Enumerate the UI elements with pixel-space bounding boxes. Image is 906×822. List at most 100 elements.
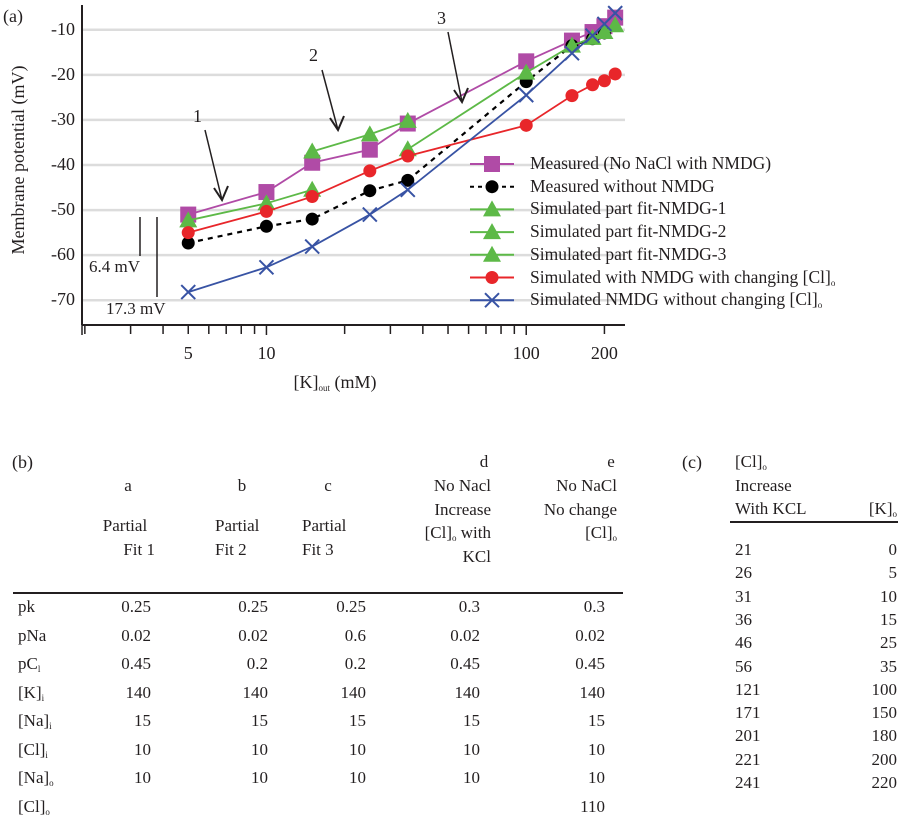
table-cell: 0.2 <box>344 654 366 673</box>
table-cell: 180 <box>871 726 898 746</box>
table-cell: 100 <box>871 679 898 699</box>
data-point <box>180 284 196 300</box>
table-cell: 21 <box>735 540 752 559</box>
legend-marker <box>484 292 500 308</box>
data-point <box>257 194 276 211</box>
data-point <box>608 67 622 81</box>
table-cell: 140 <box>125 682 152 702</box>
scale-bar-label: 6.4 mV <box>89 257 140 276</box>
table-cell: 10 <box>134 739 151 759</box>
table-cell: 171 <box>735 703 761 723</box>
data-point <box>398 111 417 128</box>
scale-bar-label: 17.3 mV <box>106 299 166 318</box>
column-header: No change <box>543 499 617 519</box>
panel-label-b: (b) <box>12 452 33 472</box>
data-point <box>518 53 535 70</box>
column-header: With KCL <box>735 499 807 518</box>
data-point <box>303 142 322 159</box>
table-cell: 5 <box>888 563 898 583</box>
row-label: pCl <box>18 654 41 674</box>
series-4 <box>303 111 417 159</box>
column-header: Fit 1 <box>123 539 155 559</box>
row-label: [Na]o <box>18 768 54 788</box>
legend-marker <box>483 200 501 217</box>
data-point <box>305 212 319 226</box>
table-cell: 31 <box>735 586 752 606</box>
legend-entry: Measured (No NaCl with NMDG) <box>530 153 771 173</box>
legend-label: Measured without NMDG <box>530 175 715 196</box>
x-tick-label: 200 <box>590 343 618 363</box>
data-point <box>565 89 579 103</box>
table-cell: 0.02 <box>238 625 268 645</box>
table-cell: 15 <box>588 711 605 730</box>
table-cell: 110 <box>580 796 605 816</box>
row-label: [K]i <box>18 682 45 703</box>
data-point <box>363 184 377 198</box>
table-b-rule <box>13 592 623 594</box>
table-cell: 10 <box>349 768 366 787</box>
column-letter: a <box>124 476 132 495</box>
data-point <box>401 173 415 187</box>
table-cell: 15 <box>463 711 480 730</box>
legend-entry: Simulated with NMDG with changing [Cl]o <box>530 267 835 293</box>
x-tick-label: 100 <box>512 343 540 363</box>
table-cell: 35 <box>880 656 897 676</box>
column-header: KCl <box>462 546 491 566</box>
legend-marker <box>484 156 500 172</box>
data-point <box>258 259 275 276</box>
table-cell: 0.25 <box>336 597 366 616</box>
legend-entry: Simulated part fit-NMDG-3 <box>530 244 726 264</box>
column-header: Fit 3 <box>302 539 334 559</box>
row-label: pNa <box>18 625 47 645</box>
arrow-head <box>329 115 345 133</box>
arrow-head <box>213 185 229 203</box>
table-cell: 0.45 <box>450 654 480 673</box>
data-point <box>400 182 416 198</box>
row-label: [Cl]i <box>18 739 48 760</box>
data-point <box>258 184 275 201</box>
membrane-potential-chart <box>81 5 625 335</box>
data-point <box>181 236 195 250</box>
table-cell: 15 <box>251 711 268 730</box>
arrow-line <box>447 31 463 103</box>
legend-entry: Simulated NMDG without changing [Cl]o <box>530 289 822 315</box>
table-cell: 10 <box>880 586 897 606</box>
data-point <box>360 125 379 142</box>
panel-label-c: (c) <box>682 452 702 472</box>
arrow-label-2: 2 <box>309 45 318 65</box>
column-header: [Cl]o <box>735 452 767 472</box>
data-point <box>584 27 601 44</box>
data-point <box>564 45 580 61</box>
table-cell: 0 <box>888 540 898 559</box>
data-point <box>362 206 378 223</box>
legend-marker <box>483 245 501 262</box>
table-cell: 121 <box>735 679 761 699</box>
row-label: [Na]i <box>18 711 52 731</box>
data-point <box>597 74 611 88</box>
table-cell: 56 <box>735 656 752 676</box>
data-point <box>259 204 273 218</box>
y-tick-label: -60 <box>51 244 75 265</box>
legend-markers <box>470 156 514 308</box>
table-cell: 0.3 <box>583 597 605 616</box>
table-cell: 140 <box>340 682 367 702</box>
legend-label: Simulated part fit-NMDG-2 <box>530 221 727 242</box>
row-label: [Cl]o <box>18 796 50 817</box>
column-header: [Cl]o with <box>424 523 491 543</box>
data-point <box>595 23 614 40</box>
table-cell: 0.25 <box>238 597 268 616</box>
column-letter: b <box>237 476 247 495</box>
legend-label-sub: o <box>817 300 823 311</box>
table-cell: 0.2 <box>246 654 268 673</box>
legend-entry: Measured without NMDG <box>530 176 715 196</box>
table-cell: 46 <box>735 633 752 653</box>
table-cell: 201 <box>735 726 761 746</box>
column-letter: c <box>324 476 332 495</box>
table-cell: 140 <box>454 682 481 702</box>
data-point <box>259 219 273 233</box>
table-cell: 0.45 <box>575 654 605 673</box>
row-label: pk <box>18 597 35 616</box>
data-point <box>586 78 600 92</box>
table-cell: 0.02 <box>575 625 605 645</box>
data-point <box>519 118 533 132</box>
